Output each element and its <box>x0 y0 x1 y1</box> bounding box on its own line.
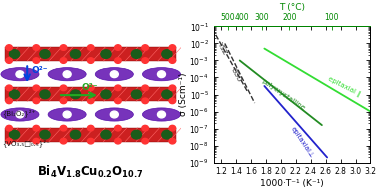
Circle shape <box>115 85 121 91</box>
Circle shape <box>87 125 94 131</box>
Circle shape <box>142 45 149 50</box>
Circle shape <box>87 58 94 63</box>
Circle shape <box>16 71 24 78</box>
Ellipse shape <box>143 68 181 81</box>
Circle shape <box>33 125 40 131</box>
Circle shape <box>70 50 81 58</box>
Circle shape <box>70 90 81 99</box>
Circle shape <box>40 130 50 139</box>
Circle shape <box>87 98 94 104</box>
Circle shape <box>63 111 71 118</box>
Circle shape <box>132 50 141 58</box>
Circle shape <box>6 125 12 131</box>
Circle shape <box>142 58 149 63</box>
Circle shape <box>169 98 176 104</box>
Circle shape <box>110 71 118 78</box>
FancyBboxPatch shape <box>5 47 176 61</box>
Circle shape <box>162 90 172 99</box>
Circle shape <box>115 58 121 63</box>
Circle shape <box>6 45 12 50</box>
Circle shape <box>60 138 67 144</box>
Circle shape <box>60 125 67 131</box>
Text: {Bi₂O₂}²⁺: {Bi₂O₂}²⁺ <box>2 109 35 117</box>
Circle shape <box>162 130 172 139</box>
Y-axis label: σ (Scm⁻¹): σ (Scm⁻¹) <box>179 73 188 116</box>
Text: $\mathbf{Bi_4V_{1.8}Cu_{0.2}O_{10.7}}$: $\mathbf{Bi_4V_{1.8}Cu_{0.2}O_{10.7}}$ <box>37 164 144 180</box>
Circle shape <box>158 71 166 78</box>
Circle shape <box>60 58 67 63</box>
Text: epitaxial⊥: epitaxial⊥ <box>290 125 315 158</box>
Circle shape <box>33 58 40 63</box>
Circle shape <box>60 85 67 91</box>
X-axis label: 1000·T⁻¹ (K⁻¹): 1000·T⁻¹ (K⁻¹) <box>260 179 324 188</box>
Text: YSZ: YSZ <box>216 41 228 55</box>
Circle shape <box>162 50 172 58</box>
Circle shape <box>40 90 50 99</box>
Ellipse shape <box>48 68 86 81</box>
Circle shape <box>158 111 166 118</box>
Circle shape <box>132 90 141 99</box>
Text: polycrystalline: polycrystalline <box>260 78 305 111</box>
FancyBboxPatch shape <box>5 87 176 101</box>
Ellipse shape <box>95 68 133 81</box>
Circle shape <box>101 50 111 58</box>
Circle shape <box>169 125 176 131</box>
Circle shape <box>142 85 149 91</box>
Circle shape <box>87 85 94 91</box>
Circle shape <box>115 45 121 50</box>
Circle shape <box>6 138 12 144</box>
Circle shape <box>60 98 67 104</box>
Text: CGO: CGO <box>230 66 243 83</box>
Circle shape <box>40 50 50 58</box>
Circle shape <box>115 138 121 144</box>
Circle shape <box>169 58 176 63</box>
Circle shape <box>101 90 111 99</box>
Circle shape <box>9 130 20 139</box>
Circle shape <box>70 130 81 139</box>
Circle shape <box>9 50 20 58</box>
Circle shape <box>6 85 12 91</box>
Circle shape <box>101 130 111 139</box>
Ellipse shape <box>1 68 39 81</box>
Circle shape <box>87 45 94 50</box>
Circle shape <box>115 125 121 131</box>
FancyBboxPatch shape <box>5 128 176 142</box>
Circle shape <box>142 125 149 131</box>
Circle shape <box>33 98 40 104</box>
Circle shape <box>142 98 149 104</box>
Text: O²⁻: O²⁻ <box>32 66 48 75</box>
Circle shape <box>169 45 176 50</box>
Circle shape <box>6 58 12 63</box>
Ellipse shape <box>1 108 39 121</box>
Circle shape <box>110 111 118 118</box>
Ellipse shape <box>48 108 86 121</box>
Circle shape <box>60 45 67 50</box>
Ellipse shape <box>95 108 133 121</box>
X-axis label: T (°C): T (°C) <box>279 3 305 12</box>
Circle shape <box>63 71 71 78</box>
Circle shape <box>169 85 176 91</box>
Circle shape <box>33 85 40 91</box>
Circle shape <box>169 138 176 144</box>
Circle shape <box>9 90 20 99</box>
Circle shape <box>33 45 40 50</box>
Text: O²⁻: O²⁻ <box>82 84 98 92</box>
Circle shape <box>33 138 40 144</box>
Text: epitaxial ∥: epitaxial ∥ <box>327 75 362 97</box>
Ellipse shape <box>143 108 181 121</box>
Text: {VO₃.₅□₀.₅}²⁻: {VO₃.₅□₀.₅}²⁻ <box>2 139 50 147</box>
Circle shape <box>142 138 149 144</box>
Circle shape <box>6 98 12 104</box>
Circle shape <box>16 111 24 118</box>
Circle shape <box>87 138 94 144</box>
Circle shape <box>132 130 141 139</box>
Circle shape <box>115 98 121 104</box>
